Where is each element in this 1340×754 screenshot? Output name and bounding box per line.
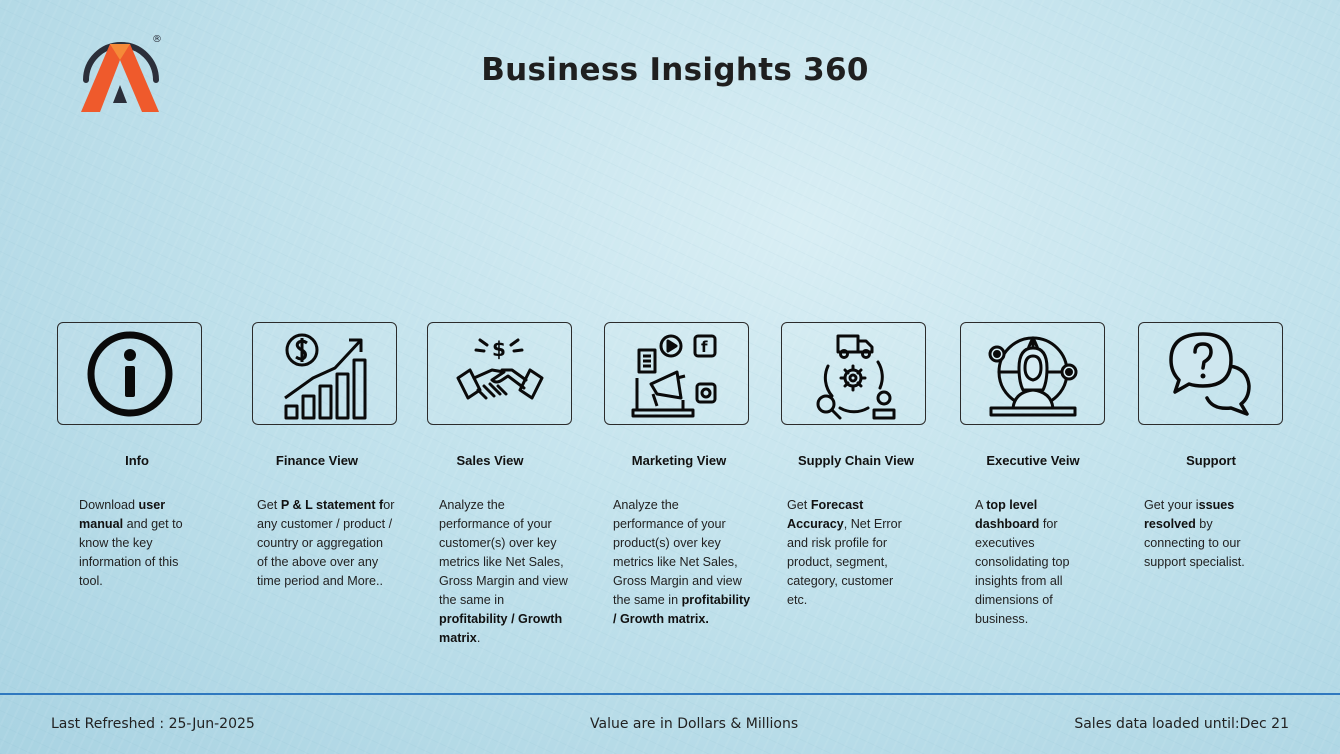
svg-text:$: $ (492, 337, 506, 361)
desc-bold-text: ssues resolved (1144, 498, 1235, 531)
tile-desc-supply-chain: Get Forecast Accuracy, Net Error and ris… (787, 496, 915, 610)
svg-text:f: f (701, 338, 708, 356)
support-button[interactable] (1138, 322, 1283, 425)
tile-label-support: Support (1186, 453, 1236, 468)
desc-bold-text: Forecast Accuracy (787, 498, 864, 531)
sales-view-button[interactable]: $ (427, 322, 572, 425)
tile-desc-finance: Get P & L statement for any customer / p… (257, 496, 397, 591)
finance-view-button[interactable] (252, 322, 397, 425)
tile-label-executive: Executive Veiw (986, 453, 1080, 468)
desc-bold-text: profitability / Growth matrix (439, 612, 563, 645)
desc-bold-text: user manual (79, 498, 166, 531)
desc-text: by connecting to our support specialist. (1144, 517, 1245, 569)
footer-divider (0, 693, 1340, 695)
tile-label-marketing: Marketing View (631, 453, 727, 468)
desc-text: Get (257, 498, 281, 512)
tile-desc-info: Download user manual and get to know the… (79, 496, 203, 591)
sales-loaded-text: Sales data loaded until:Dec 21 (1074, 716, 1289, 732)
desc-text: Analyze the performance of your customer… (439, 498, 568, 607)
tile-desc-sales: Analyze the performance of your customer… (439, 496, 573, 648)
tile-label-finance: Finance View (275, 453, 359, 468)
marketing-view-button[interactable]: f (604, 322, 749, 425)
value-units-text: Value are in Dollars & Millions (590, 716, 799, 732)
executive-icon (988, 336, 1077, 416)
info-icon (87, 331, 172, 416)
tile-label-info: Info (125, 453, 149, 468)
desc-text: , Net Error and risk profile for product… (787, 517, 902, 607)
desc-bold-text: profitability / Growth matrix. (613, 593, 751, 626)
supply-chain-view-button[interactable] (781, 322, 926, 425)
info-button[interactable] (57, 322, 202, 425)
tile-label-supply-chain: Supply Chain View (797, 453, 915, 468)
registered-mark: ® (152, 34, 162, 45)
company-logo: ® (78, 30, 164, 116)
handshake-icon: $ (456, 337, 543, 399)
marketing-megaphone-icon: f (631, 334, 716, 417)
executive-view-button[interactable] (960, 322, 1105, 425)
tile-label-sales: Sales View (456, 453, 524, 468)
desc-text: and get to know the key information of t… (79, 517, 183, 588)
desc-text: A (975, 498, 987, 512)
desc-text: Get your i (1144, 498, 1199, 512)
finance-growth-icon (283, 333, 366, 419)
desc-text: for executives consolidating top insight… (975, 517, 1070, 626)
tile-desc-executive: A top level dashboard for executives con… (975, 496, 1087, 629)
desc-bold-text: P & L statement f (280, 498, 384, 512)
support-chat-icon (1168, 331, 1251, 416)
tile-desc-marketing: Analyze the performance of your product(… (613, 496, 751, 629)
desc-bold-text: top level dashboard (975, 498, 1040, 531)
desc-text: Get (787, 498, 811, 512)
page-title: Business Insights 360 (481, 52, 869, 88)
desc-text: Analyze the performance of your product(… (613, 498, 742, 607)
last-refreshed-text: Last Refreshed : 25-Jun-2025 (51, 716, 255, 732)
desc-text: Download (79, 498, 139, 512)
supply-chain-icon (816, 334, 895, 419)
desc-text: . (476, 631, 481, 645)
tile-desc-support: Get your issues resolved by connecting t… (1144, 496, 1266, 572)
desc-text: or any customer / product / country or a… (257, 498, 395, 588)
